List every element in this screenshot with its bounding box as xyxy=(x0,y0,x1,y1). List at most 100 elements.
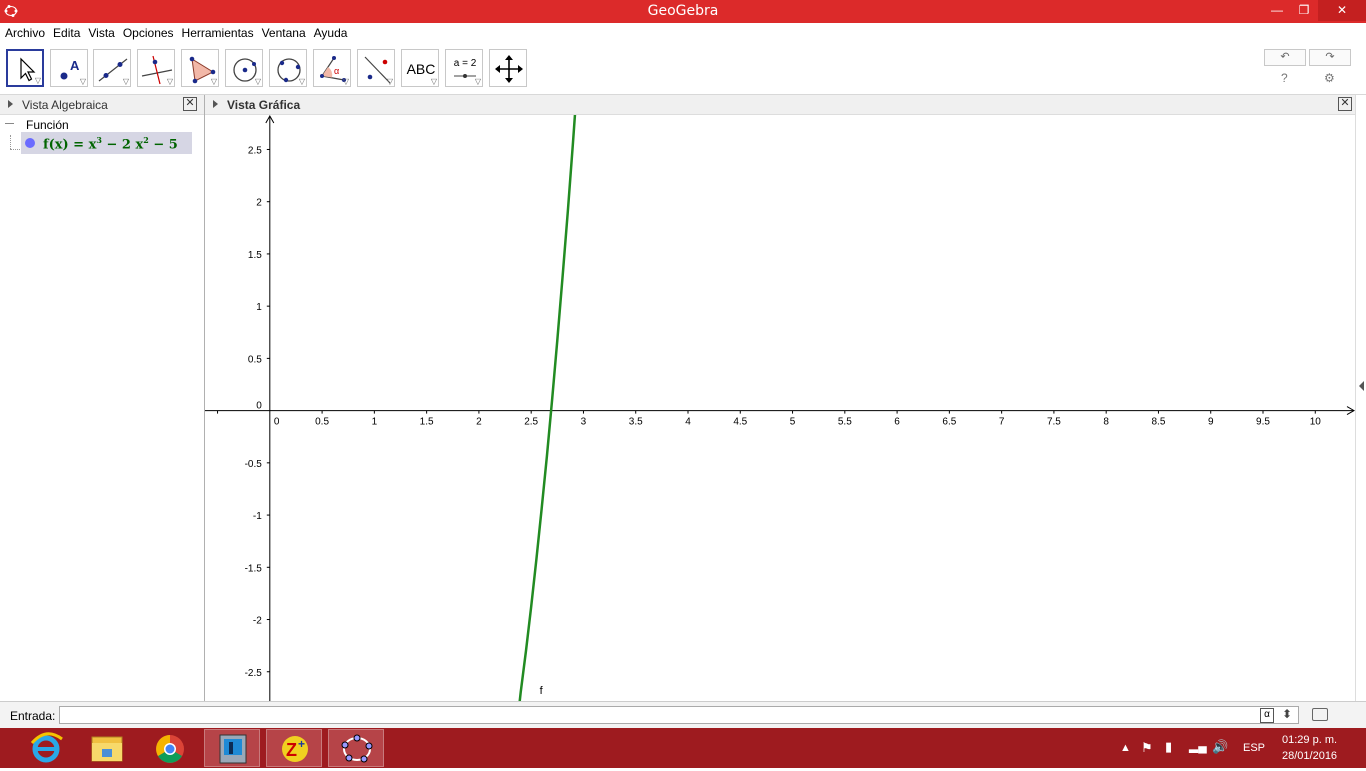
tree-line xyxy=(10,149,20,151)
x-tick-label: 8 xyxy=(1103,417,1109,428)
x-tick-label: 5 xyxy=(790,417,796,428)
expand-arrow-icon[interactable] xyxy=(1359,381,1364,391)
algebra-view-title: Vista Algebraica xyxy=(22,98,108,112)
menu-archivo[interactable]: Archivo xyxy=(5,26,46,40)
svg-text:Z: Z xyxy=(286,740,297,760)
alpha-symbol-button[interactable]: α xyxy=(1260,708,1274,723)
algebra-item-f[interactable]: f(x) = x3 − 2 x2 − 5 xyxy=(21,132,192,154)
menu-ayuda[interactable]: Ayuda xyxy=(313,26,348,40)
x-tick-label: 8.5 xyxy=(1152,417,1166,428)
menu-vista[interactable]: Vista xyxy=(88,26,115,40)
circle-three-points-tool-button[interactable]: ▽ xyxy=(269,49,307,87)
collapse-arrow-icon[interactable] xyxy=(213,100,218,108)
perpendicular-tool-button[interactable]: ▽ xyxy=(137,49,175,87)
dropdown-triangle-icon: ▽ xyxy=(298,77,305,86)
collapse-arrow-icon[interactable] xyxy=(8,100,13,108)
text-tool-button[interactable]: ABC ▽ xyxy=(401,49,439,87)
close-algebra-view-button[interactable]: ✕ xyxy=(183,97,197,111)
move-view-tool-button[interactable] xyxy=(489,49,527,87)
x-tick-label: 9 xyxy=(1208,417,1214,428)
side-panel-toggle[interactable] xyxy=(1355,95,1366,701)
x-tick-label: 1 xyxy=(372,417,378,428)
move-view-arrows-icon xyxy=(495,55,523,83)
visibility-toggle-icon[interactable] xyxy=(25,138,35,148)
circle-three-points-icon xyxy=(277,58,301,83)
geogebra-app-icon[interactable] xyxy=(4,4,18,18)
tree-line xyxy=(10,135,12,149)
function-definition: f(x) = x3 − 2 x2 − 5 xyxy=(43,135,178,152)
tree-collapse-icon[interactable] xyxy=(5,123,14,124)
minimize-button[interactable]: — xyxy=(1271,3,1283,17)
dropdown-triangle-icon: ▽ xyxy=(166,77,173,86)
dropdown-triangle-icon: ▽ xyxy=(79,77,86,86)
menu-bar: Archivo Edita Vista Opciones Herramientas Ven… xyxy=(0,23,1366,44)
restore-button[interactable]: ❐ xyxy=(1298,3,1310,17)
input-history-button[interactable]: ⬍ xyxy=(1282,707,1293,721)
input-field[interactable] xyxy=(59,706,1299,724)
title-bar: GeoGebra — ❐ ✕ xyxy=(0,0,1366,23)
input-language-indicator[interactable]: ESP xyxy=(1243,742,1266,754)
curve-label-f[interactable]: f xyxy=(540,685,544,697)
network-signal-icon[interactable]: ▂▄ xyxy=(1189,739,1207,753)
close-graphics-view-button[interactable]: ✕ xyxy=(1338,97,1352,111)
battery-icon[interactable]: ▮ xyxy=(1165,739,1173,754)
menu-opciones[interactable]: Opciones xyxy=(122,26,174,40)
x-tick-label: 1.5 xyxy=(420,417,434,428)
point-tool-button[interactable]: A ▽ xyxy=(50,49,88,87)
geogebra-taskbar-button[interactable] xyxy=(328,729,384,767)
app-5-taskbar-button[interactable]: Z + xyxy=(266,729,322,767)
internet-explorer-taskbar-button[interactable] xyxy=(18,729,74,767)
chrome-icon xyxy=(156,735,184,763)
function-curve-f[interactable] xyxy=(516,115,579,701)
circle-center-tool-button[interactable]: ▽ xyxy=(225,49,263,87)
toolbar: ▽ A ▽ ▽ ▽ ▽ ▽ ▽ α ▽ ▽ ABC ▽ a = 2 ▽ xyxy=(0,44,1366,95)
polygon-tool-button[interactable]: ▽ xyxy=(181,49,219,87)
slider-tool-label: a = 2 xyxy=(453,58,477,69)
y-tick-label: -0.5 xyxy=(245,459,263,470)
menu-edita[interactable]: Edita xyxy=(53,26,81,40)
close-window-button[interactable]: ✕ xyxy=(1318,0,1366,21)
x-tick-label: 4.5 xyxy=(733,417,747,428)
file-explorer-taskbar-button[interactable] xyxy=(80,729,136,767)
menu-ventana[interactable]: Ventana xyxy=(261,26,306,40)
y-tick-label: 0 xyxy=(256,401,262,412)
application-window-icon xyxy=(219,734,247,764)
angle-icon: α xyxy=(320,56,346,82)
dropdown-triangle-icon: ▽ xyxy=(430,77,437,86)
graphics-view-title: Vista Gráfica xyxy=(227,98,301,112)
move-tool-button[interactable]: ▽ xyxy=(6,49,44,87)
y-tick-label: 1 xyxy=(256,302,262,313)
line-tool-button[interactable]: ▽ xyxy=(93,49,131,87)
function-graph[interactable]: f xyxy=(516,115,579,701)
x-tick-label: 3.5 xyxy=(629,417,643,428)
slider-tool-button[interactable]: a = 2 ▽ xyxy=(445,49,483,87)
y-tick-label: 0.5 xyxy=(248,354,262,365)
x-tick-label: 2.5 xyxy=(524,417,538,428)
dropdown-triangle-icon: ▽ xyxy=(386,77,393,86)
volume-icon[interactable]: 🔊 xyxy=(1212,739,1229,754)
settings-gear-icon[interactable]: ⚙ xyxy=(1324,71,1335,85)
x-tick-label: 4 xyxy=(685,417,691,428)
circle-center-icon xyxy=(233,58,257,82)
redo-button[interactable]: ↷ xyxy=(1309,49,1351,66)
undo-button[interactable]: ↶ xyxy=(1264,49,1306,66)
app-4-taskbar-button[interactable] xyxy=(204,729,260,767)
algebra-view: Función f(x) = x3 − 2 x2 − 5 xyxy=(0,115,204,701)
action-center-flag-icon[interactable]: ⚑ xyxy=(1141,740,1153,755)
panel-divider[interactable] xyxy=(204,95,205,701)
x-tick-label: 6.5 xyxy=(942,417,956,428)
reflect-tool-button[interactable]: ▽ xyxy=(357,49,395,87)
help-icon[interactable]: ? xyxy=(1281,71,1288,85)
angle-tool-button[interactable]: α ▽ xyxy=(313,49,351,87)
expr-term: − 2 x xyxy=(101,137,144,153)
graphics-view-canvas[interactable]: 0 0.5 1 1.5 2 2.5 3 3.5 4 4.5 5 5.5 6 6.5 7 7.5 8 8.5 9 9.5… xyxy=(205,115,1355,701)
chrome-taskbar-button[interactable] xyxy=(142,729,198,767)
geogebra-icon xyxy=(341,734,373,763)
windows-taskbar: Z + ▲ ⚑ ▮ ▂▄ 🔊 ESP 01:29 p. m. 28/01/2016 xyxy=(0,728,1366,768)
x-tick-label: 0 xyxy=(274,417,280,428)
show-hidden-icons-icon[interactable]: ▲ xyxy=(1120,742,1131,754)
clock-date[interactable]: 28/01/2016 xyxy=(1282,750,1338,762)
keyboard-toggle-icon[interactable] xyxy=(1312,708,1328,721)
menu-herramientas[interactable]: Herramientas xyxy=(181,26,254,40)
clock-time[interactable]: 01:29 p. m. xyxy=(1282,734,1338,746)
